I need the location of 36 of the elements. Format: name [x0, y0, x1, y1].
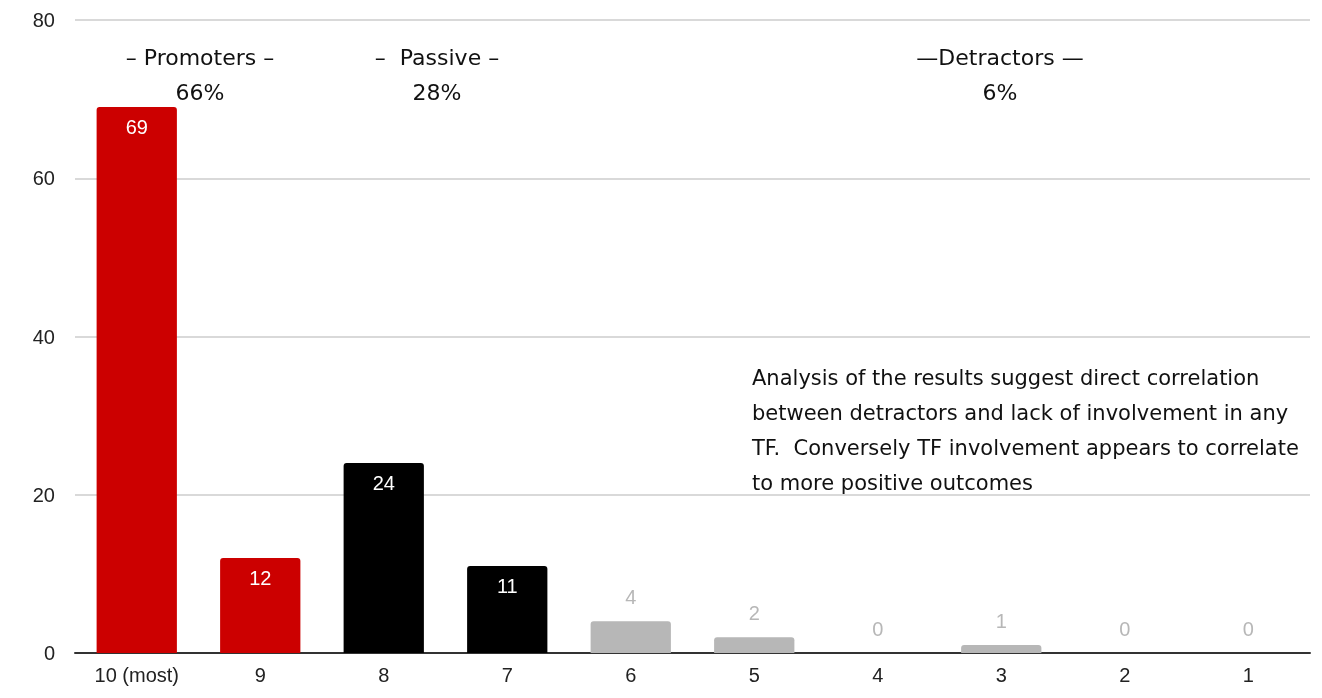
annotation: – Promoters – 66%	[125, 45, 275, 105]
x-tick-label: 10 (most)	[94, 664, 179, 686]
data-label: 0	[1242, 618, 1254, 640]
annotation: Analysis of the results suggest direct correlation between detractors and lack of involvement in any TF. Conversely TF involvement appears to correlate to more positive outcomes	[751, 365, 1306, 495]
x-tick-label: 2	[1119, 664, 1131, 686]
data-label: 1	[995, 610, 1007, 633]
x-tick-label: 1	[1242, 664, 1254, 686]
x-tick-label: 7	[501, 664, 513, 686]
bar	[961, 645, 1042, 653]
data-label: 11	[496, 574, 518, 597]
data-label: 2	[748, 602, 760, 625]
x-tick-label: 8	[378, 664, 390, 686]
bar	[96, 107, 177, 653]
bar	[714, 637, 795, 653]
annotation: – Passive – 28%	[374, 45, 500, 105]
bar	[220, 558, 301, 653]
x-tick-label: 6	[625, 664, 637, 686]
bar	[590, 621, 671, 653]
x-tick-label: 3	[995, 664, 1007, 686]
y-tick-label: 0	[43, 642, 55, 664]
data-label: 12	[249, 567, 272, 590]
data-label: 0	[872, 618, 884, 640]
x-tick-label: 5	[748, 664, 760, 686]
y-tick-label: 20	[32, 483, 55, 506]
y-tick-label: 60	[32, 167, 55, 190]
x-tick-label: 4	[872, 664, 884, 686]
y-tick-label: 40	[32, 325, 55, 348]
bar	[467, 565, 548, 653]
data-label: 0	[1119, 618, 1131, 640]
data-label: 24	[372, 472, 395, 495]
bar	[343, 463, 424, 653]
annotation: —Detractors — 6%	[916, 45, 1084, 105]
data-label: 69	[125, 116, 148, 139]
y-tick-label: 80	[32, 9, 55, 31]
data-label: 4	[625, 586, 637, 609]
x-tick-label: 9	[254, 664, 266, 686]
